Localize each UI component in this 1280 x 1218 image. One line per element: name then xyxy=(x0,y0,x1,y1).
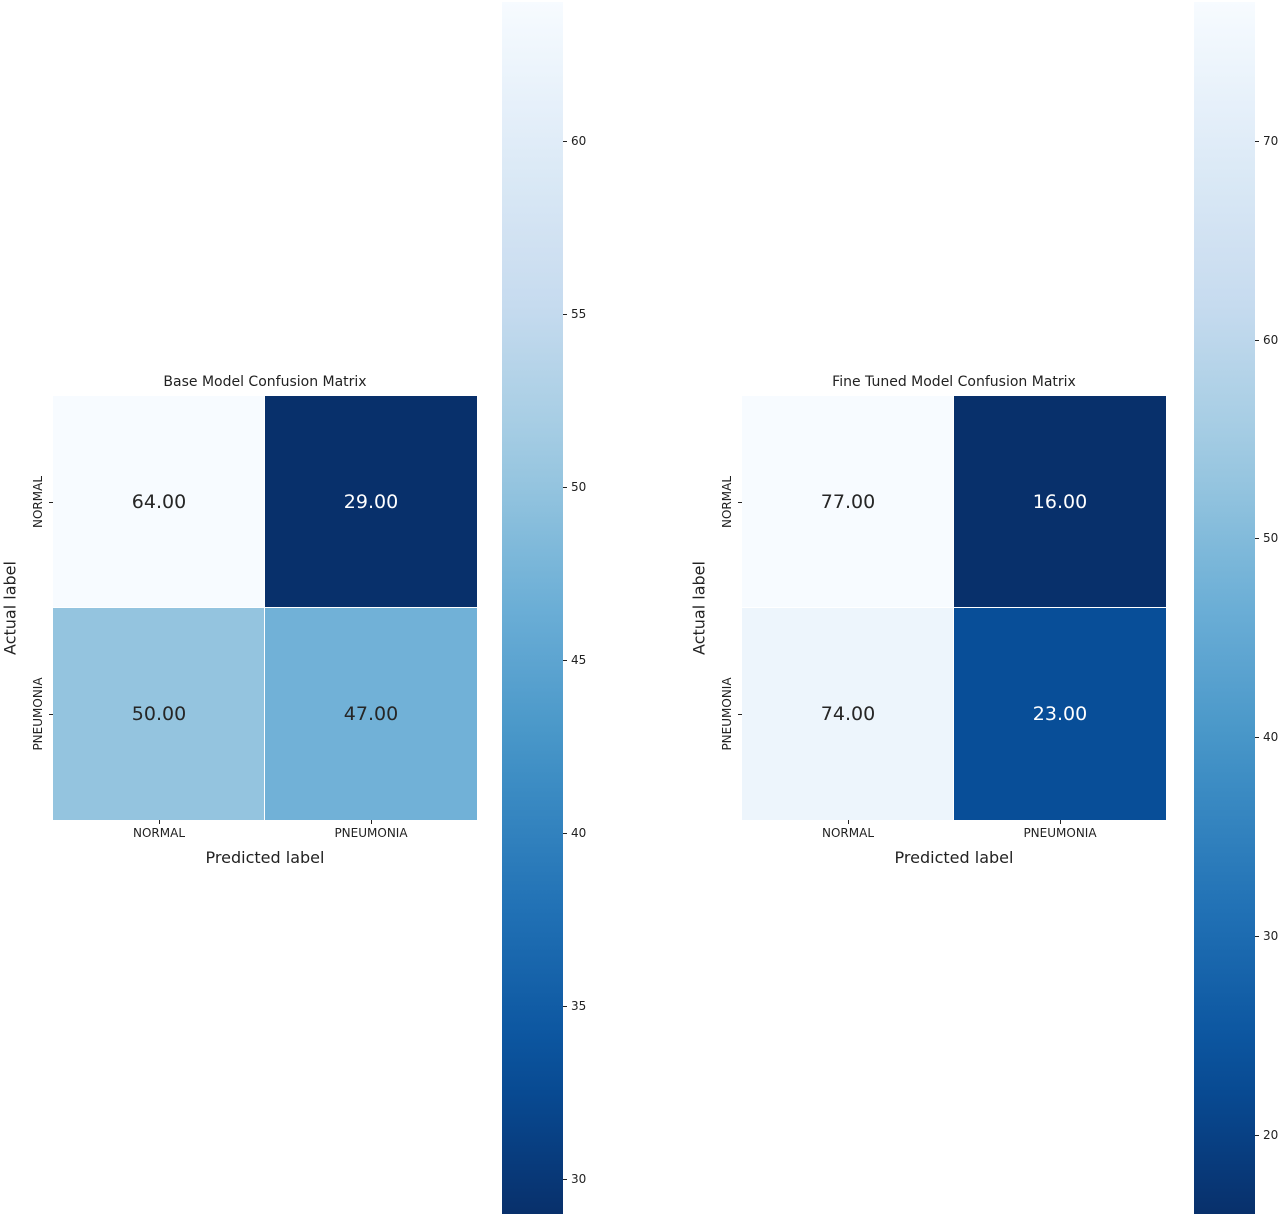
colorbar-tick-label: 30 xyxy=(571,1172,587,1187)
cell-value-label: 74.00 xyxy=(820,703,876,725)
colorbar-tick-mark xyxy=(1255,141,1259,143)
colorbar-tick-mark xyxy=(563,313,567,315)
colorbar-tick-label: 40 xyxy=(1263,730,1279,745)
y-tick-mark xyxy=(49,502,53,503)
colorbar-tick-mark xyxy=(563,486,567,488)
cell-value-label: 77.00 xyxy=(820,491,876,513)
colorbar-tick-label: 55 xyxy=(571,306,587,321)
x-axis-label: Predicted label xyxy=(205,848,325,867)
colorbar-tick-label: 70 xyxy=(1263,134,1279,149)
cell-value-label: 47.00 xyxy=(343,703,399,725)
y-tick-mark xyxy=(738,502,742,503)
colorbar-tick-mark xyxy=(1255,737,1259,739)
heatmap-cell xyxy=(265,608,477,820)
cell-value-label: 50.00 xyxy=(131,703,187,725)
base-model-chart: Base Model Confusion Matrix 64.00 29.00 50.… xyxy=(0,2,587,1214)
colorbar-tick-label: 30 xyxy=(1263,928,1279,943)
x-axis-label: Predicted label xyxy=(894,848,1014,867)
colorbar-tick-label: 50 xyxy=(1263,531,1279,546)
colorbar-tick-mark xyxy=(563,659,567,661)
y-tick-mark xyxy=(49,714,53,715)
colorbar-tick-label: 35 xyxy=(571,999,587,1014)
fine-tuned-model-chart: Fine Tuned Model Confusion Matrix 77.00 16… xyxy=(690,0,1280,1218)
colorbar-tick-mark xyxy=(1255,1134,1259,1136)
x-tick-label: PNEUMONIA xyxy=(334,826,408,840)
heatmap-cell xyxy=(954,396,1166,608)
colorbar xyxy=(1194,2,1255,1214)
heatmap-cell xyxy=(954,608,1166,820)
colorbar xyxy=(502,2,563,1214)
x-tick-mark xyxy=(848,820,849,824)
x-tick-label: NORMAL xyxy=(821,826,875,840)
cell-value-label: 16.00 xyxy=(1032,491,1088,513)
y-tick-label: PNEUMONIA xyxy=(720,677,734,751)
cell-value-label: 29.00 xyxy=(343,491,399,513)
colorbar-tick-label: 45 xyxy=(571,652,587,667)
colorbar-tick-mark xyxy=(563,1006,567,1008)
heatmap-cell xyxy=(265,396,477,608)
x-tick-label: NORMAL xyxy=(132,826,186,840)
y-tick-label: NORMAL xyxy=(31,475,45,529)
colorbar-tick-label: 60 xyxy=(1263,332,1279,347)
y-axis-label: Actual label xyxy=(689,561,709,655)
y-tick-mark xyxy=(738,714,742,715)
colorbar-tick-mark xyxy=(563,1179,567,1181)
heatmap-cell xyxy=(53,396,265,608)
x-tick-mark xyxy=(371,820,372,824)
colorbar-tick-mark xyxy=(563,140,567,142)
y-tick-label: NORMAL xyxy=(720,475,734,529)
chart-title: Base Model Confusion Matrix xyxy=(163,374,367,390)
colorbar-tick-mark xyxy=(563,833,567,835)
y-axis-label: Actual label xyxy=(0,561,20,655)
colorbar-tick-mark xyxy=(1255,538,1259,540)
colorbar-tick-mark xyxy=(1255,935,1259,937)
heatmap-cell xyxy=(742,396,954,608)
colorbar-tick-mark xyxy=(1255,339,1259,341)
cell-value-label: 23.00 xyxy=(1032,703,1088,725)
cell-value-label: 64.00 xyxy=(131,491,187,513)
heatmap-cell xyxy=(742,608,954,820)
x-tick-mark xyxy=(1060,820,1061,824)
colorbar-tick-label: 50 xyxy=(571,479,587,494)
x-tick-label: PNEUMONIA xyxy=(1023,826,1097,840)
chart-title: Fine Tuned Model Confusion Matrix xyxy=(832,374,1076,390)
heatmap-cell xyxy=(53,608,265,820)
x-tick-mark xyxy=(159,820,160,824)
y-tick-label: PNEUMONIA xyxy=(31,677,45,751)
colorbar-tick-label: 40 xyxy=(571,826,587,841)
colorbar-tick-label: 60 xyxy=(571,133,587,148)
colorbar-tick-label: 20 xyxy=(1263,1127,1279,1142)
